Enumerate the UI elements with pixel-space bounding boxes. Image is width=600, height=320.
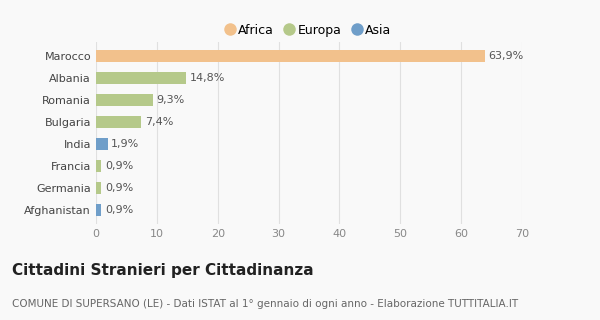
Bar	[96, 138, 107, 150]
Legend: Africa, Europa, Asia: Africa, Europa, Asia	[221, 19, 397, 42]
Text: 0,9%: 0,9%	[105, 205, 133, 215]
Text: 0,9%: 0,9%	[105, 161, 133, 171]
Text: COMUNE DI SUPERSANO (LE) - Dati ISTAT al 1° gennaio di ogni anno - Elaborazione : COMUNE DI SUPERSANO (LE) - Dati ISTAT al…	[12, 299, 518, 309]
Text: 7,4%: 7,4%	[145, 117, 173, 127]
Bar	[96, 182, 101, 194]
Bar	[96, 160, 101, 172]
Text: 14,8%: 14,8%	[190, 73, 225, 83]
Text: 0,9%: 0,9%	[105, 183, 133, 193]
Text: 1,9%: 1,9%	[111, 139, 139, 149]
Bar	[96, 204, 101, 216]
Bar	[96, 72, 186, 84]
Bar	[96, 116, 141, 128]
Bar	[96, 94, 152, 106]
Text: 9,3%: 9,3%	[156, 95, 184, 105]
Bar	[96, 50, 485, 62]
Text: Cittadini Stranieri per Cittadinanza: Cittadini Stranieri per Cittadinanza	[12, 263, 314, 278]
Text: 63,9%: 63,9%	[488, 51, 524, 61]
